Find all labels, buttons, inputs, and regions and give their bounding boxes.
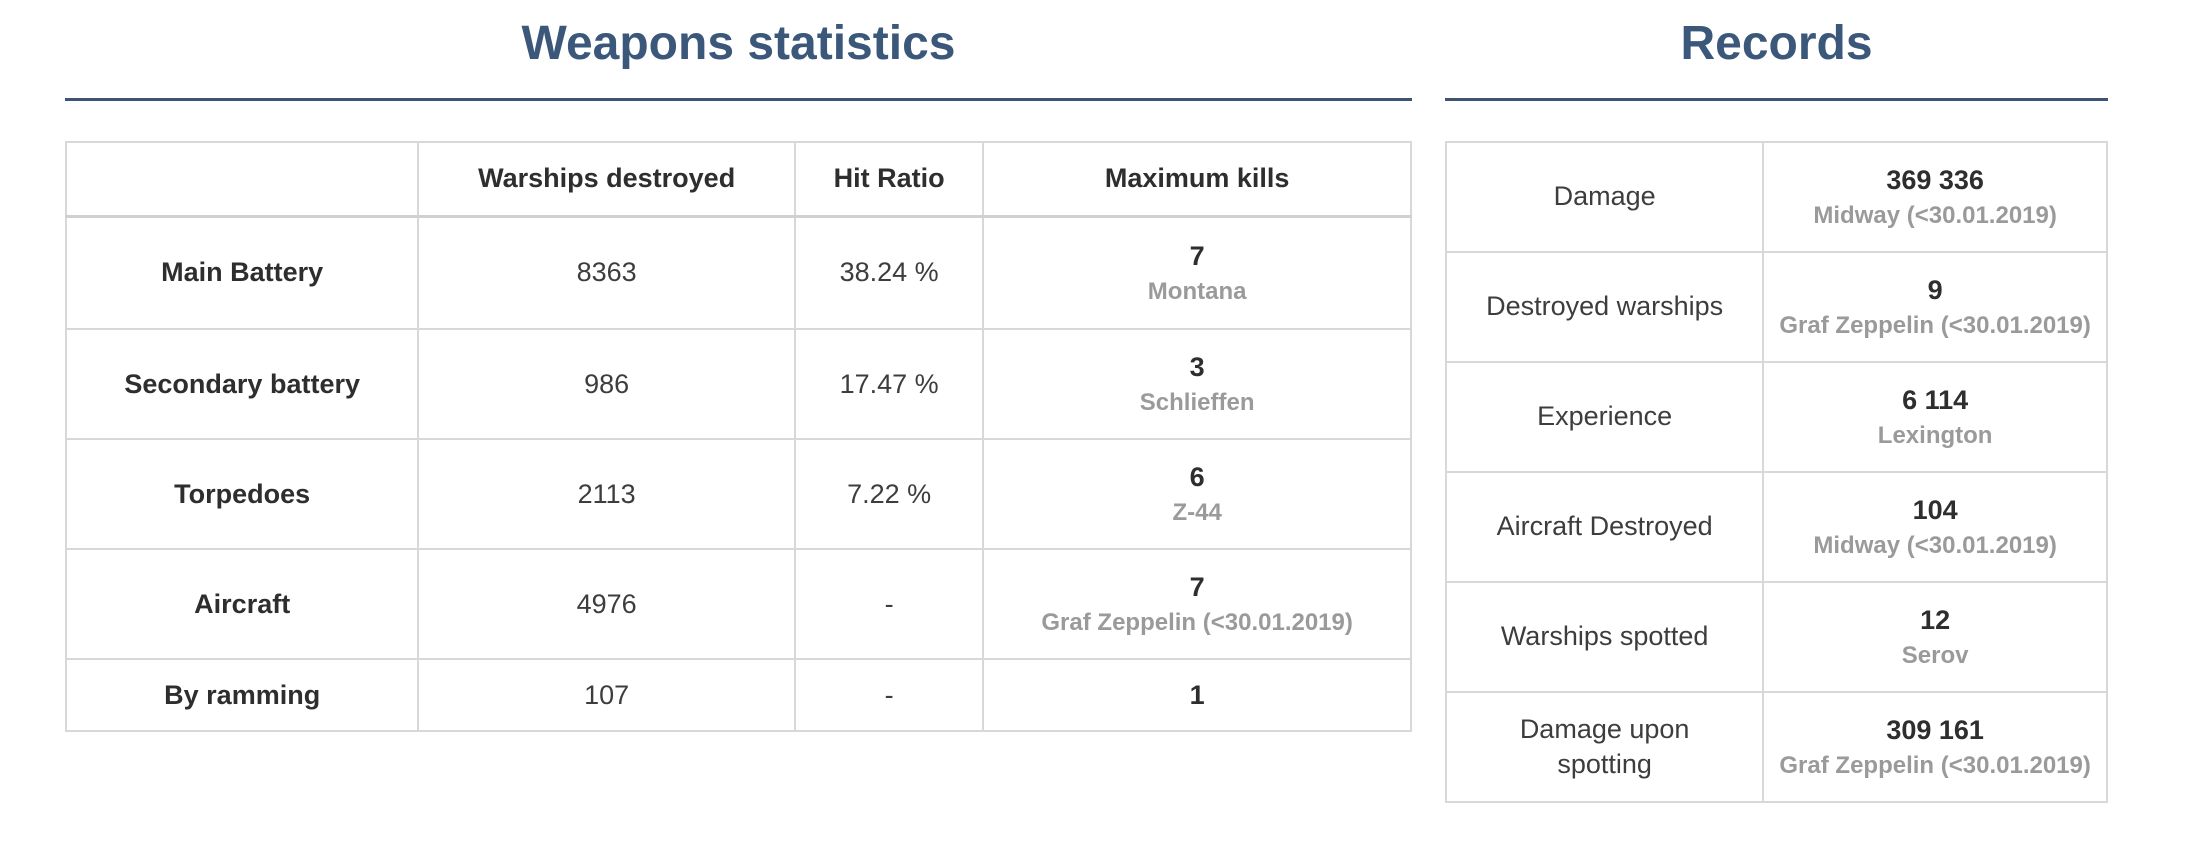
record-value-cell: 12 Serov: [1762, 581, 2108, 693]
maximum-kills-cell: 7 Montana: [982, 215, 1412, 330]
hit-ratio-value: 7.22 %: [793, 438, 985, 550]
records-title: Records: [1680, 17, 1873, 70]
warships-destroyed-value: 107: [417, 658, 796, 732]
row-label: Secondary battery: [64, 328, 420, 440]
record-value: 12: [1920, 605, 1951, 635]
record-ship: Midway (<30.01.2019): [1813, 202, 2057, 229]
maximum-kills-cell: 3 Schlieffen: [982, 328, 1412, 440]
column-header-hit-ratio: Hit Ratio: [793, 141, 985, 218]
record-value-cell: 104 Midway (<30.01.2019): [1762, 471, 2108, 583]
maximum-kills-ship: Montana: [1147, 277, 1247, 305]
maximum-kills-ship: Schlieffen: [1139, 389, 1255, 416]
maximum-kills-value: 1: [1189, 680, 1205, 710]
row-label: Torpedoes: [64, 438, 420, 550]
record-value: 104: [1912, 495, 1958, 525]
record-label: Damage: [1444, 141, 1765, 253]
hit-ratio-value: -: [793, 548, 985, 660]
row-label: Aircraft: [64, 548, 420, 660]
record-value: 309 161: [1886, 715, 1984, 745]
hit-ratio-value: 17.47 %: [793, 328, 985, 440]
record-value: 9: [1927, 275, 1943, 305]
warships-destroyed-value: 986: [417, 328, 796, 440]
records-section: Records Damage 369 336 Midway (<30.01.20…: [1444, 0, 2108, 803]
record-row-damage: Damage 369 336 Midway (<30.01.2019): [1444, 141, 2108, 253]
maximum-kills-ship: Z-44: [1172, 499, 1222, 526]
record-ship: Graf Zeppelin (<30.01.2019): [1779, 752, 2091, 779]
hit-ratio-value: 38.24 %: [793, 215, 985, 330]
records-title-rule: [1445, 98, 2108, 101]
weapons-header-row: Warships destroyed Hit Ratio Maximum kil…: [64, 141, 1412, 218]
warships-destroyed-value: 8363: [417, 215, 796, 330]
record-value-cell: 309 161 Graf Zeppelin (<30.01.2019): [1762, 691, 2108, 803]
record-label: Damage upon spotting: [1444, 691, 1765, 803]
record-row-aircraft-destroyed: Aircraft Destroyed 104 Midway (<30.01.20…: [1444, 471, 2108, 583]
warships-destroyed-value: 2113: [417, 438, 796, 550]
weapons-statistics-section: Weapons statistics Warships destroyed Hi…: [64, 0, 1412, 732]
table-row-torpedoes: Torpedoes 2113 7.22 % 6 Z-44: [64, 438, 1412, 550]
maximum-kills-cell: 6 Z-44: [982, 438, 1412, 550]
row-label: By ramming: [64, 658, 420, 732]
table-row-main-battery: Main Battery 8363 38.24 % 7 Montana: [64, 215, 1412, 330]
stats-page: Weapons statistics Warships destroyed Hi…: [64, 0, 2108, 803]
weapons-statistics-table: Warships destroyed Hit Ratio Maximum kil…: [64, 141, 1412, 732]
table-row-aircraft: Aircraft 4976 - 7 Graf Zeppelin (<30.01.…: [64, 548, 1412, 660]
record-value-cell: 369 336 Midway (<30.01.2019): [1762, 141, 2108, 253]
column-header-warships-destroyed: Warships destroyed: [417, 141, 796, 218]
record-ship: Serov: [1901, 642, 1969, 669]
record-value-cell: 6 114 Lexington: [1762, 361, 2108, 473]
record-row-damage-upon-spotting: Damage upon spotting 309 161 Graf Zeppel…: [1444, 691, 2108, 803]
maximum-kills-cell: 1: [982, 658, 1412, 732]
record-ship: Lexington: [1877, 422, 1993, 449]
record-value-cell: 9 Graf Zeppelin (<30.01.2019): [1762, 251, 2108, 363]
column-header-maximum-kills: Maximum kills: [982, 141, 1412, 218]
maximum-kills-value: 7: [1189, 240, 1205, 271]
warships-destroyed-value: 4976: [417, 548, 796, 660]
maximum-kills-value: 7: [1189, 572, 1205, 602]
record-ship: Graf Zeppelin (<30.01.2019): [1779, 312, 2091, 339]
table-row-secondary-battery: Secondary battery 986 17.47 % 3 Schlieff…: [64, 328, 1412, 440]
record-row-experience: Experience 6 114 Lexington: [1444, 361, 2108, 473]
record-label: Aircraft Destroyed: [1444, 471, 1765, 583]
maximum-kills-value: 6: [1189, 462, 1205, 492]
records-table: Damage 369 336 Midway (<30.01.2019) Dest…: [1444, 141, 2108, 803]
record-label: Experience: [1444, 361, 1765, 473]
record-ship: Midway (<30.01.2019): [1813, 532, 2057, 559]
record-label: Destroyed warships: [1444, 251, 1765, 363]
column-header-empty: [64, 141, 420, 218]
weapons-statistics-title: Weapons statistics: [521, 17, 956, 70]
record-value: 6 114: [1902, 385, 1969, 415]
hit-ratio-value: -: [793, 658, 985, 732]
maximum-kills-cell: 7 Graf Zeppelin (<30.01.2019): [982, 548, 1412, 660]
record-value: 369 336: [1886, 165, 1984, 195]
weapons-title-rule: [65, 98, 1412, 101]
record-label: Warships spotted: [1444, 581, 1765, 693]
record-row-destroyed-warships: Destroyed warships 9 Graf Zeppelin (<30.…: [1444, 251, 2108, 363]
record-row-warships-spotted: Warships spotted 12 Serov: [1444, 581, 2108, 693]
maximum-kills-value: 3: [1189, 352, 1205, 382]
row-label: Main Battery: [64, 215, 420, 330]
maximum-kills-ship: Graf Zeppelin (<30.01.2019): [1041, 609, 1353, 636]
table-row-by-ramming: By ramming 107 - 1: [64, 658, 1412, 732]
